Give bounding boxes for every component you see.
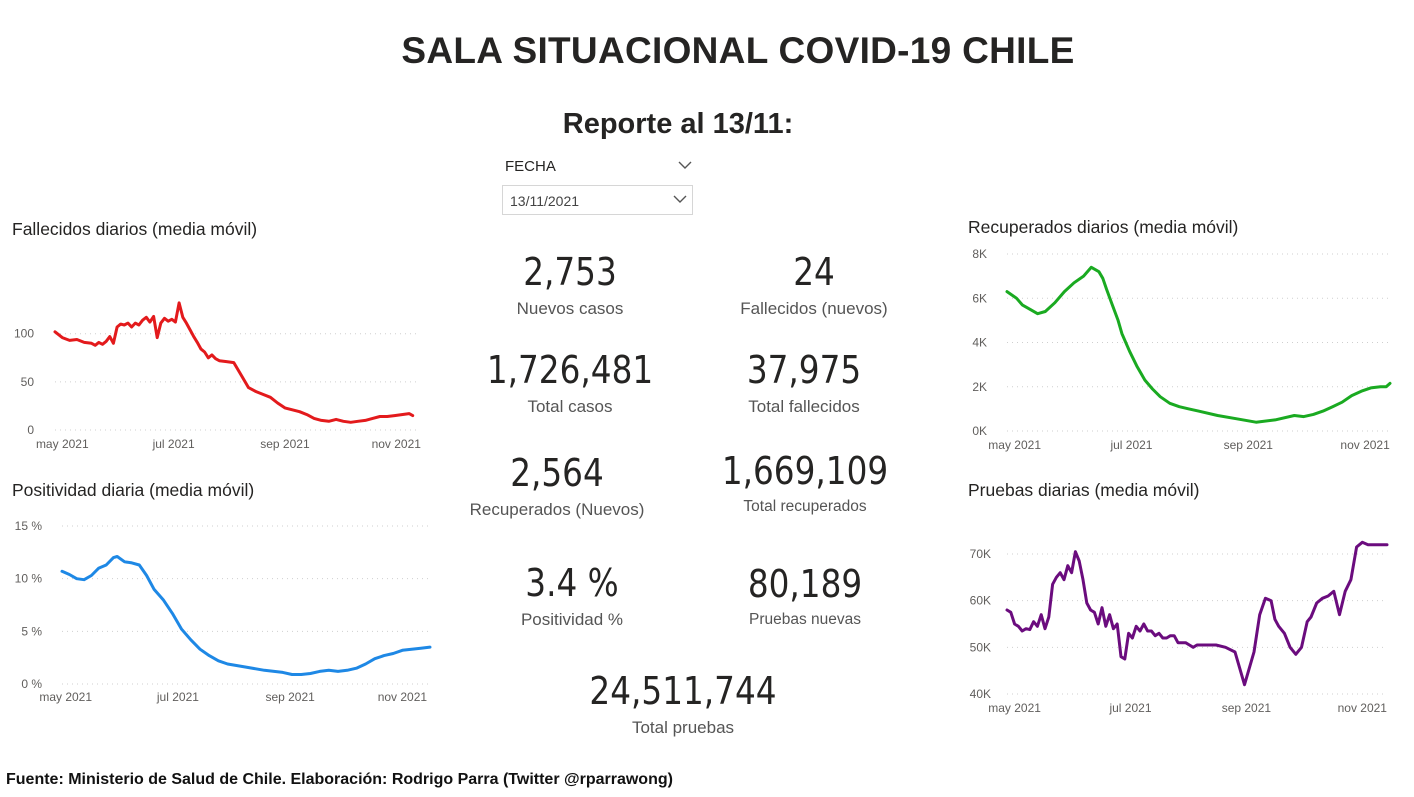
- footer-source-note: Fuente: Ministerio de Salud de Chile. El…: [6, 771, 673, 788]
- kpi-card-fallecidos-nuevos: 24 Fallecidos (nuevos): [724, 251, 904, 319]
- chart-title-fallecidos: Fallecidos diarios (media móvil): [12, 219, 258, 239]
- kpi-label: Fallecidos (nuevos): [740, 299, 888, 318]
- y-tick-label: 60K: [970, 594, 991, 608]
- kpi-card-recuperados-nuevos: 2,564 Recuperados (Nuevos): [457, 452, 657, 520]
- series-line: [60, 555, 432, 676]
- pruebas-line-chart: 40K 50K 60K 70K may 2021 jul 2021 sep 2021 nov …: [970, 540, 1389, 715]
- x-tick-label: sep 2021: [265, 690, 315, 704]
- x-tick-label: may 2021: [988, 701, 1041, 715]
- x-tick-label: sep 2021: [1224, 438, 1274, 452]
- x-tick-label: sep 2021: [260, 437, 310, 451]
- series-line: [1005, 265, 1392, 424]
- kpi-value: 37,975: [746, 348, 862, 392]
- kpi-value: 3.4 %: [525, 561, 619, 605]
- x-tick-label: may 2021: [988, 438, 1041, 452]
- kpi-value: 2,753: [523, 250, 617, 294]
- page-title: SALA SITUACIONAL COVID-19 CHILE: [401, 30, 1075, 71]
- kpi-card-total-pruebas: 24,511,744 Total pruebas: [563, 670, 803, 738]
- chevron-down-icon[interactable]: [678, 161, 692, 170]
- y-tick-label: 40K: [970, 687, 991, 701]
- kpi-value: 24,511,744: [589, 669, 777, 713]
- y-tick-label: 0 %: [21, 677, 42, 691]
- kpi-label: Recuperados (Nuevos): [469, 500, 645, 519]
- series-line: [1005, 540, 1389, 687]
- kpi-card-total-fallecidos: 37,975 Total fallecidos: [704, 349, 904, 417]
- y-tick-label: 10 %: [15, 572, 43, 586]
- y-tick-label: 2K: [972, 380, 987, 394]
- chart-title-pruebas: Pruebas diarias (media móvil): [968, 480, 1200, 500]
- x-tick-label: may 2021: [39, 690, 92, 704]
- date-dropdown[interactable]: 13/11/2021: [502, 185, 693, 215]
- x-tick-label: nov 2021: [372, 437, 422, 451]
- y-tick-label: 0K: [972, 424, 987, 438]
- date-dropdown-value: 13/11/2021: [510, 193, 580, 209]
- y-tick-label: 0: [27, 423, 34, 437]
- kpi-label: Nuevos casos: [516, 299, 624, 318]
- y-tick-label: 50K: [970, 640, 991, 654]
- kpi-value: 2,564: [510, 451, 604, 495]
- x-tick-label: nov 2021: [378, 690, 428, 704]
- positividad-line-chart: 0 % 5 % 10 % 15 % may 2021 jul 2021 sep 2021 no…: [15, 519, 432, 704]
- x-tick-label: nov 2021: [1340, 438, 1390, 452]
- x-tick-label: jul 2021: [1108, 701, 1151, 715]
- kpi-label: Positividad %: [520, 610, 624, 629]
- series-line: [53, 301, 415, 424]
- y-tick-label: 15 %: [15, 519, 43, 533]
- kpi-label: Total casos: [527, 397, 613, 416]
- date-slicer[interactable]: FECHA 13/11/2021: [502, 155, 695, 217]
- kpi-card-total-recuperados: 1,669,109 Total recuperados: [695, 450, 915, 516]
- y-tick-label: 5 %: [21, 624, 42, 638]
- kpi-value: 24: [793, 250, 835, 294]
- recuperados-line-chart: 0K 2K 4K 6K 8K may 2021 jul 2021 sep 2021 nov 20…: [972, 247, 1392, 452]
- kpi-card-pruebas-nuevas: 80,189 Pruebas nuevas: [715, 563, 895, 629]
- chart-title-recuperados: Recuperados diarios (media móvil): [968, 217, 1239, 237]
- kpi-value: 1,726,481: [486, 348, 654, 392]
- x-tick-label: jul 2021: [1109, 438, 1152, 452]
- y-tick-label: 100: [14, 327, 34, 341]
- x-tick-label: sep 2021: [1222, 701, 1272, 715]
- y-tick-label: 70K: [970, 547, 991, 561]
- kpi-label: Total recuperados: [743, 498, 867, 515]
- kpi-value: 1,669,109: [721, 449, 889, 493]
- kpi-label: Total pruebas: [631, 718, 735, 737]
- slicer-header-label: FECHA: [505, 158, 556, 175]
- y-tick-label: 4K: [972, 336, 987, 350]
- y-tick-label: 8K: [972, 247, 987, 261]
- kpi-card-positividad: 3.4 % Positividad %: [482, 562, 662, 630]
- chevron-down-icon[interactable]: [673, 195, 687, 204]
- fallecidos-line-chart: 0 50 100 may 2021 jul 2021 sep 2021 nov 2021: [14, 301, 422, 451]
- kpi-label: Pruebas nuevas: [748, 611, 862, 628]
- kpi-value: 80,189: [747, 562, 863, 606]
- y-tick-label: 6K: [972, 291, 987, 305]
- y-tick-label: 50: [21, 375, 35, 389]
- x-tick-label: nov 2021: [1338, 701, 1388, 715]
- kpi-card-total-casos: 1,726,481 Total casos: [460, 349, 680, 417]
- kpi-card-nuevos-casos: 2,753 Nuevos casos: [480, 251, 660, 319]
- kpi-label: Total fallecidos: [748, 397, 860, 416]
- x-tick-label: may 2021: [36, 437, 89, 451]
- x-tick-label: jul 2021: [156, 690, 199, 704]
- chart-title-positividad: Positividad diaria (media móvil): [12, 480, 255, 500]
- report-date-heading: Reporte al 13/11:: [562, 108, 794, 140]
- x-tick-label: jul 2021: [152, 437, 195, 451]
